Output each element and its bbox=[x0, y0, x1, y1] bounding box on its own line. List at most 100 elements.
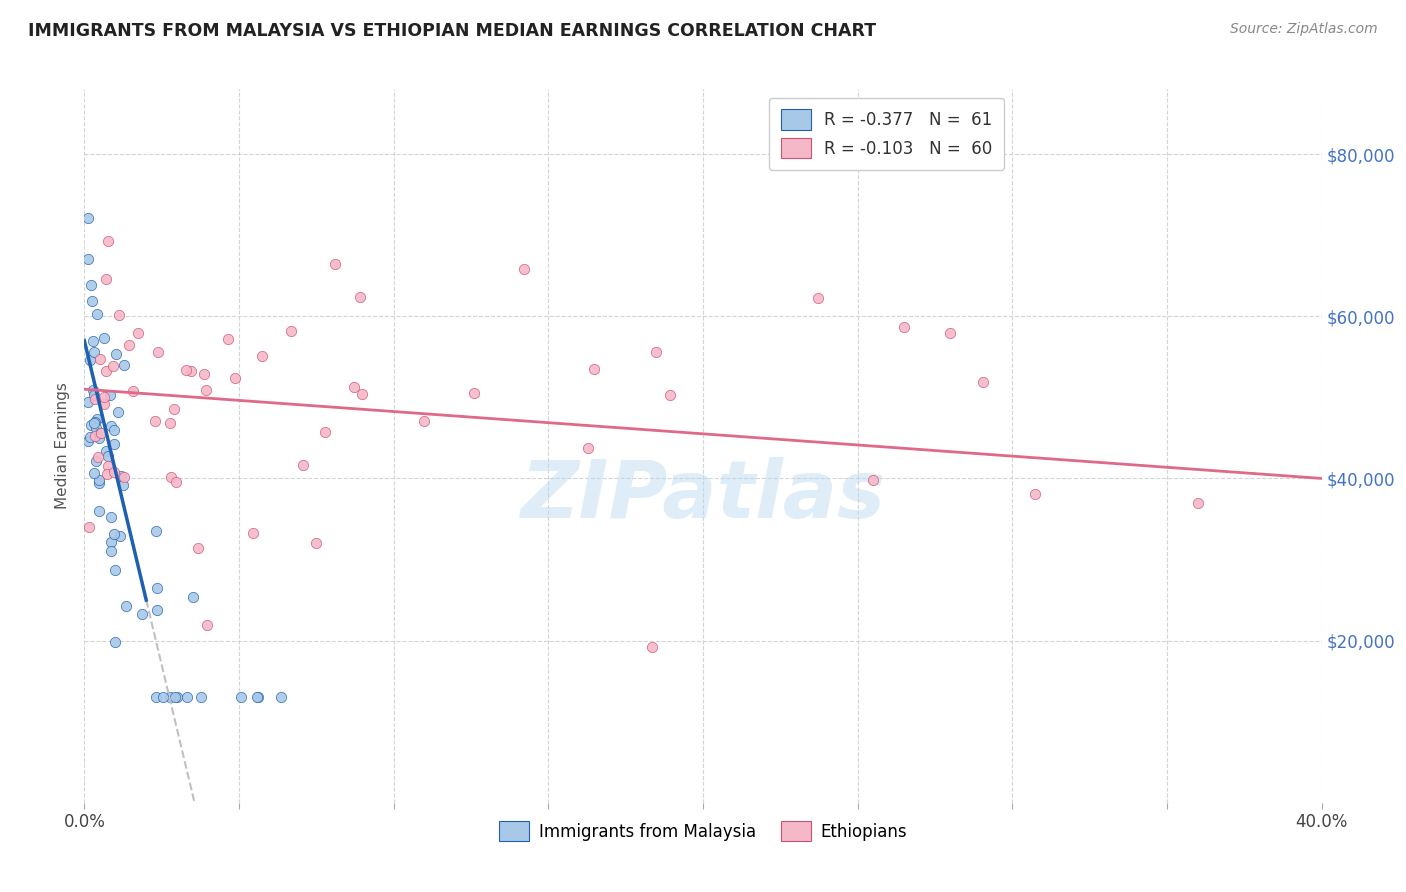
Point bbox=[323, 257, 346, 271]
Point bbox=[145, 690, 167, 705]
Point bbox=[1187, 496, 1209, 510]
Point bbox=[100, 544, 122, 558]
Point bbox=[86, 307, 108, 321]
Point bbox=[108, 528, 131, 542]
Point bbox=[84, 392, 107, 407]
Point bbox=[96, 364, 118, 378]
Point bbox=[87, 504, 110, 518]
Point bbox=[96, 444, 118, 458]
Point bbox=[110, 469, 132, 483]
Point bbox=[98, 388, 121, 402]
Point bbox=[87, 431, 110, 445]
Point bbox=[97, 459, 120, 474]
Point bbox=[83, 416, 105, 430]
Point bbox=[112, 478, 135, 492]
Point bbox=[100, 419, 122, 434]
Point bbox=[93, 397, 115, 411]
Point bbox=[463, 386, 485, 401]
Point bbox=[280, 324, 302, 338]
Point bbox=[97, 449, 120, 463]
Point bbox=[93, 390, 115, 404]
Point bbox=[146, 602, 169, 616]
Point bbox=[807, 291, 830, 305]
Point bbox=[121, 384, 143, 399]
Point bbox=[82, 334, 104, 348]
Point bbox=[242, 526, 264, 541]
Point bbox=[101, 359, 124, 373]
Point bbox=[79, 353, 101, 368]
Text: ZIPatlas: ZIPatlas bbox=[520, 457, 886, 535]
Point bbox=[77, 394, 100, 409]
Text: IMMIGRANTS FROM MALAYSIA VS ETHIOPIAN MEDIAN EARNINGS CORRELATION CHART: IMMIGRANTS FROM MALAYSIA VS ETHIOPIAN ME… bbox=[28, 22, 876, 40]
Point bbox=[103, 437, 125, 451]
Point bbox=[146, 581, 169, 595]
Point bbox=[97, 235, 120, 249]
Point bbox=[246, 690, 269, 705]
Point bbox=[94, 272, 117, 286]
Point bbox=[90, 426, 112, 441]
Point bbox=[224, 370, 246, 384]
Point bbox=[80, 277, 103, 292]
Point bbox=[862, 473, 884, 487]
Point bbox=[79, 430, 101, 444]
Point bbox=[83, 467, 105, 481]
Point bbox=[143, 414, 166, 428]
Point bbox=[1024, 487, 1046, 501]
Point bbox=[513, 262, 536, 277]
Point bbox=[181, 590, 204, 604]
Point bbox=[231, 690, 253, 705]
Point bbox=[190, 690, 212, 705]
Point bbox=[107, 405, 129, 419]
Point bbox=[105, 347, 128, 361]
Point bbox=[644, 344, 666, 359]
Legend: Immigrants from Malaysia, Ethiopians: Immigrants from Malaysia, Ethiopians bbox=[492, 814, 914, 848]
Point bbox=[112, 470, 135, 484]
Point bbox=[100, 510, 122, 524]
Point bbox=[104, 563, 127, 577]
Point bbox=[217, 332, 239, 346]
Point bbox=[174, 363, 197, 377]
Point bbox=[166, 690, 188, 705]
Point bbox=[84, 420, 107, 434]
Point bbox=[972, 376, 994, 390]
Point bbox=[83, 416, 105, 430]
Point bbox=[195, 618, 218, 632]
Point bbox=[576, 441, 599, 455]
Point bbox=[83, 344, 105, 359]
Point bbox=[292, 458, 315, 472]
Point bbox=[163, 402, 186, 417]
Point bbox=[165, 690, 187, 705]
Point bbox=[87, 475, 110, 490]
Point bbox=[103, 423, 125, 437]
Point bbox=[77, 252, 100, 266]
Point bbox=[84, 429, 107, 443]
Point bbox=[582, 362, 605, 376]
Point bbox=[89, 474, 111, 488]
Point bbox=[349, 290, 371, 304]
Point bbox=[104, 635, 127, 649]
Point bbox=[939, 326, 962, 340]
Point bbox=[270, 690, 292, 705]
Point bbox=[118, 338, 141, 352]
Point bbox=[103, 465, 125, 479]
Point bbox=[187, 541, 209, 555]
Point bbox=[148, 344, 170, 359]
Point bbox=[80, 418, 103, 433]
Point bbox=[250, 349, 273, 363]
Point bbox=[96, 467, 118, 481]
Point bbox=[939, 155, 962, 169]
Text: Source: ZipAtlas.com: Source: ZipAtlas.com bbox=[1230, 22, 1378, 37]
Point bbox=[350, 386, 373, 401]
Point bbox=[77, 211, 100, 225]
Point bbox=[82, 293, 104, 308]
Point bbox=[86, 454, 108, 468]
Point bbox=[145, 524, 167, 538]
Point bbox=[180, 364, 202, 378]
Point bbox=[93, 331, 115, 345]
Point bbox=[112, 359, 135, 373]
Point bbox=[314, 425, 336, 439]
Point bbox=[305, 535, 328, 549]
Point bbox=[89, 426, 111, 441]
Point bbox=[413, 414, 436, 428]
Point bbox=[77, 520, 100, 534]
